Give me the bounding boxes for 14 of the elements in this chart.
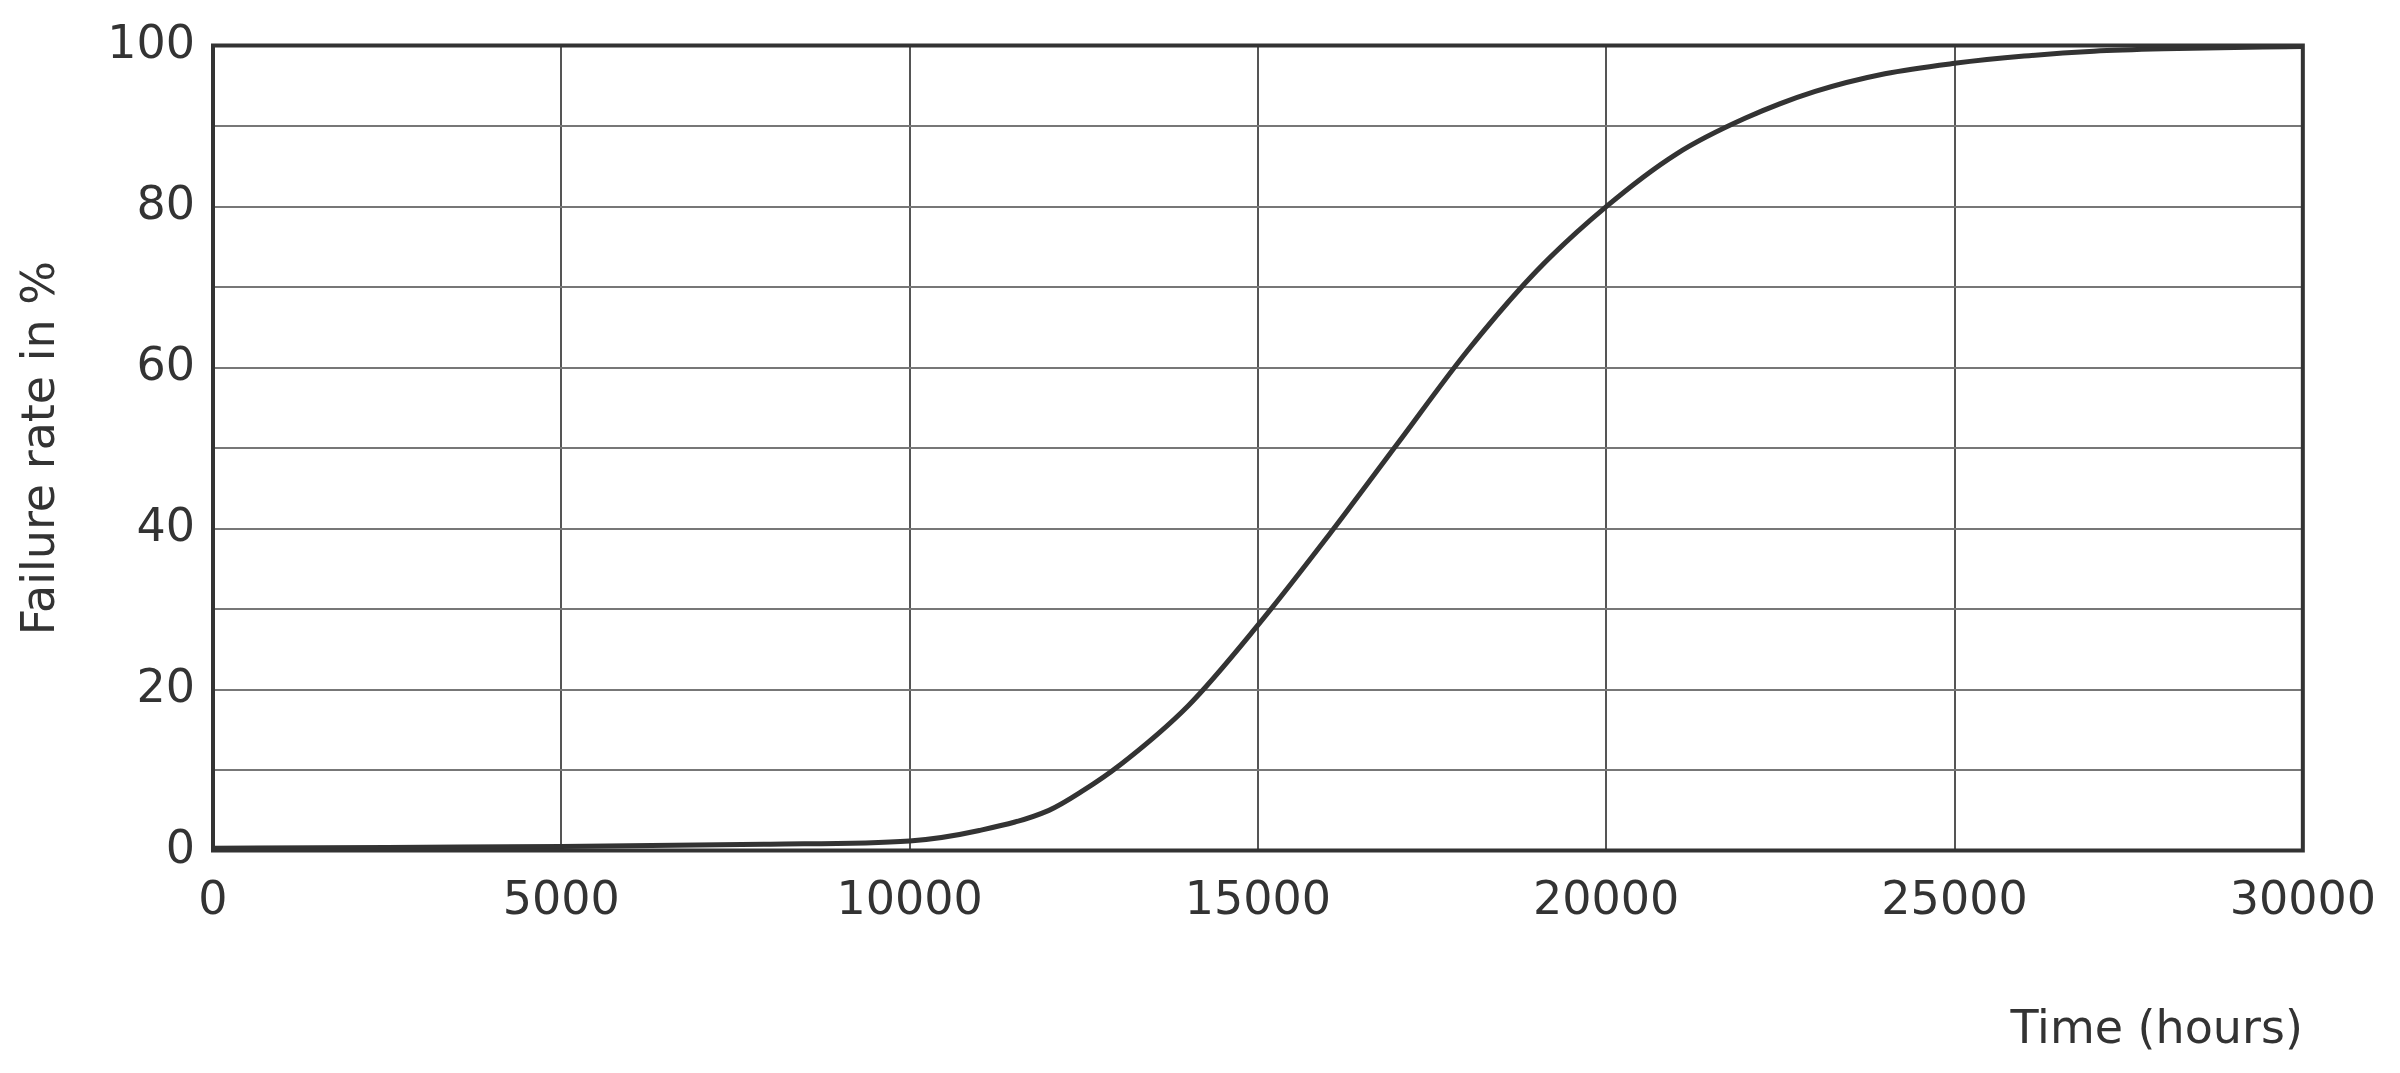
y-axis-title: Failure rate in % xyxy=(10,260,65,636)
x-tick-label: 30000 xyxy=(2229,871,2377,926)
x-axis-title: Time (hours) xyxy=(2009,1000,2303,1055)
x-tick-label: 5000 xyxy=(502,871,620,926)
x-tick-label: 25000 xyxy=(1881,871,2028,926)
y-tick-label: 60 xyxy=(136,336,195,391)
y-tick-label: 100 xyxy=(107,14,195,69)
y-tick-label: 40 xyxy=(136,497,195,552)
y-tick-label: 20 xyxy=(136,658,195,713)
y-tick-label: 0 xyxy=(165,819,195,874)
y-tick-label: 80 xyxy=(136,175,195,230)
x-tick-label: 20000 xyxy=(1533,871,1680,926)
x-tick-label: 15000 xyxy=(1184,871,1332,926)
x-tick-label: 10000 xyxy=(836,871,983,926)
